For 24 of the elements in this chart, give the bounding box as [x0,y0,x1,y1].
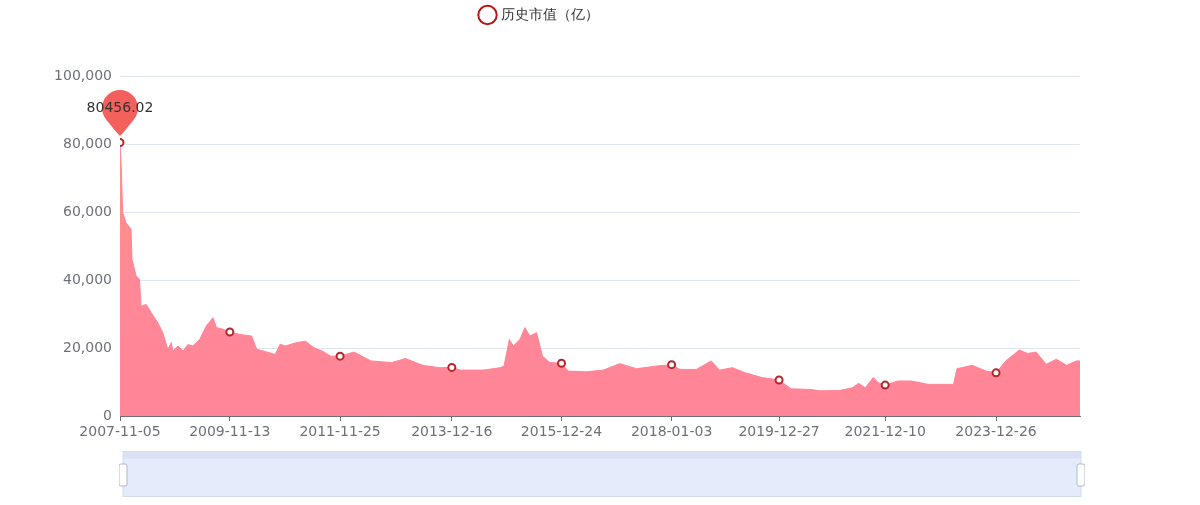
y-tick-label: 40,000 [63,270,112,287]
x-tick-label: 2019-12-27 [738,423,820,440]
legend-label: 历史市值（亿） [501,5,599,22]
x-tick-label: 2007-11-05 [79,423,161,440]
point [774,375,784,385]
y-tick-label: 100,000 [54,66,112,83]
point [447,362,457,372]
x-tick-label: 2015-12-24 [520,423,603,440]
y-tick-label: 20,000 [63,338,112,355]
point [880,380,890,390]
y-tick-label: 80,000 [63,134,112,151]
x-tick-label: 2018-01-03 [630,423,713,440]
point [991,368,1001,378]
x-tick-label: 2011-11-25 [299,423,381,440]
x-tick-label: 2009-11-13 [189,423,271,440]
y-tick-label: 0 [103,406,112,423]
y-tick-label: 60,000 [63,202,112,219]
x-tick-label: 2023-12-26 [955,423,1037,440]
point [557,358,567,368]
point [667,360,677,370]
point [335,351,345,361]
x-tick-label: 2013-12-16 [411,423,493,440]
point [225,327,235,337]
x-tick-label: 2021-12-10 [844,423,926,440]
